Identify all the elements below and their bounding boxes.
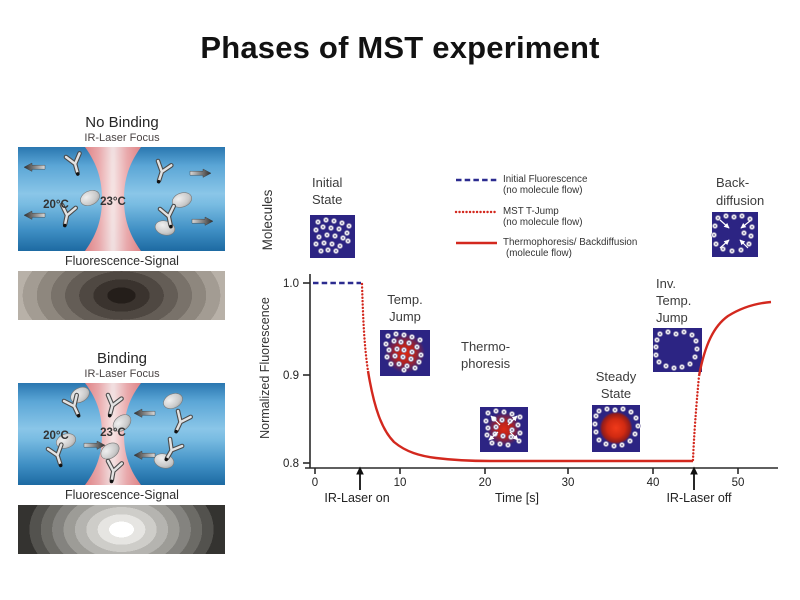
curve-inverse-t-jump-dotted [691, 374, 701, 462]
x-tick-label: 0 [312, 477, 318, 489]
mst-trace-chart: Molecules Normalized Fluorescence Initia… [258, 174, 778, 505]
legend-entry-sublabel: (molecule flow) [506, 248, 572, 259]
phase-label-inv-temp-jump: Jump [656, 310, 688, 325]
ir-laser-beam [85, 147, 141, 251]
inset-back-diffusion [711, 212, 758, 257]
ir-laser-beam [85, 383, 141, 485]
binding-title: Binding [96, 350, 148, 367]
phase-label-back-diffusion: diffusion [716, 193, 764, 208]
no-binding-laser-focus-label: IR-Laser Focus [84, 132, 160, 144]
inset-inverse-temp-jump [653, 328, 702, 372]
y-tick-label: 0.9 [283, 370, 299, 382]
temp-outside-label: 20°C [43, 199, 69, 211]
fluorescence-signal-bar-bright-center [18, 505, 225, 554]
page-title: Phases of MST experiment [200, 30, 600, 65]
fluorescence-signal-bar-dark-center [18, 271, 225, 320]
x-tick-label: 40 [647, 477, 660, 489]
laser-off-label: IR-Laser off [666, 491, 732, 505]
inset-initial-state [310, 215, 355, 258]
x-tick-label: 10 [394, 477, 407, 489]
legend-entry-label: Thermophoresis/ Backdiffusion [503, 237, 637, 248]
phase-label-initial: Initial [312, 175, 342, 190]
curve-t-jump-dotted [360, 282, 370, 373]
x-tick-label: 30 [562, 477, 575, 489]
y-tick-label: 1.0 [283, 278, 299, 290]
fluorescence-signal-label: Fluorescence-Signal [65, 254, 179, 268]
inset-thermophoresis [480, 407, 528, 452]
no-binding-capillary-illustration: 20°C 23°C [18, 147, 225, 251]
temp-center-label: 23°C [100, 196, 126, 208]
x-axis-label: Time [s] [495, 491, 539, 505]
binding-figure: Binding IR-Laser Focus [18, 350, 226, 554]
legend-entry-sublabel: (no molecule flow) [503, 217, 583, 228]
curve-thermophoresis-solid [366, 370, 693, 463]
phase-label-steady-state: Steady [596, 369, 637, 384]
legend-entry-sublabel: (no molecule flow) [503, 185, 583, 196]
y-axis-label: Normalized Fluorescence [258, 297, 272, 439]
chart-axes [303, 274, 778, 474]
outward-arrow [490, 415, 501, 426]
laser-on-label: IR-Laser on [324, 491, 389, 505]
inset-temp-jump [380, 330, 430, 376]
phase-label-inv-temp-jump: Temp. [656, 293, 691, 308]
molecules-axis-label: Molecules [260, 189, 275, 250]
laser-off-marker [690, 466, 698, 490]
binding-capillary-illustration: 20°C 23°C [18, 383, 225, 485]
inward-arrow [719, 239, 730, 249]
phase-label-steady-state: State [601, 386, 631, 401]
phase-label-back-diffusion: Back- [716, 175, 749, 190]
phase-label-temp-jump: Jump [389, 309, 421, 324]
inset-steady-state [592, 405, 641, 452]
no-binding-figure: No Binding IR-Laser Focus [18, 114, 226, 320]
inward-arrow [740, 220, 751, 229]
x-tick-label: 50 [732, 477, 745, 489]
phase-label-inv-temp-jump: Inv. [656, 276, 676, 291]
inward-arrow [719, 219, 730, 229]
temp-center-label: 23°C [100, 427, 126, 439]
phase-label-initial: State [312, 192, 342, 207]
x-tick-label: 20 [479, 477, 492, 489]
inward-arrow [739, 239, 749, 249]
curve-back-diffusion-solid [697, 300, 772, 377]
outward-arrow [488, 431, 499, 441]
phase-label-temp-jump: Temp. [387, 292, 422, 307]
phase-label-thermophoresis: phoresis [461, 356, 511, 371]
phase-label-thermophoresis: Thermo- [461, 339, 510, 354]
outward-arrow [507, 415, 518, 426]
laser-on-marker [356, 466, 364, 490]
legend-entry-label: Initial Fluorescence [503, 174, 588, 185]
fluorescence-signal-label: Fluorescence-Signal [65, 488, 179, 502]
temp-outside-label: 20°C [43, 430, 69, 442]
no-binding-title: No Binding [85, 114, 159, 131]
chart-legend: Initial Fluorescence (no molecule flow) … [454, 174, 637, 259]
legend-entry-label: MST T-Jump [503, 206, 559, 217]
y-tick-label: 0.8 [283, 458, 299, 470]
binding-laser-focus-label: IR-Laser Focus [84, 368, 160, 380]
outward-arrow [509, 431, 519, 441]
